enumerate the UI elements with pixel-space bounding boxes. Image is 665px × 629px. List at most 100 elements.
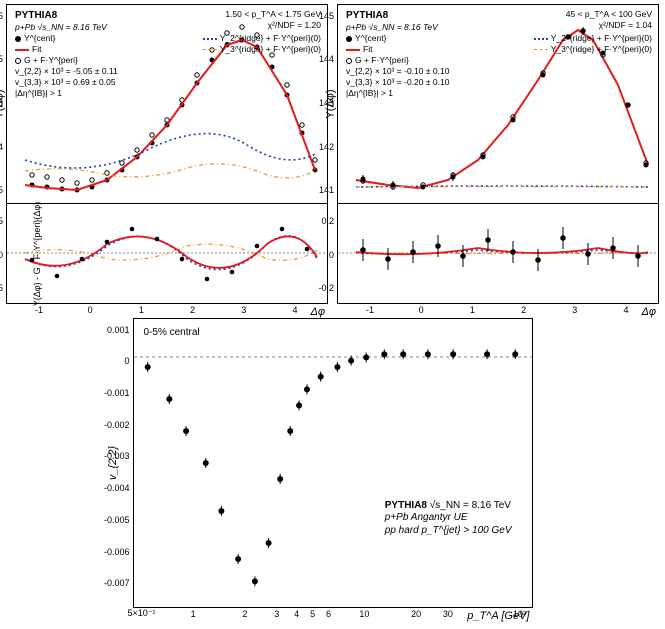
ytick: 144 — [308, 54, 334, 64]
xtick: 1 — [139, 305, 144, 315]
xtick: 5 — [310, 609, 315, 619]
chi2: χ²/NDF = 1.20 — [203, 20, 321, 31]
bottom-panel: v_{2,2} 0.001 0 -0.001 -0.002 -0.003 -0.… — [133, 318, 533, 608]
top-left-right-legend: 1.50 < p_T^A < 1.75 GeV χ²/NDF = 1.20 Y_… — [203, 9, 321, 55]
circle-icon — [346, 58, 352, 64]
v33-label: v_{3,3} × 10³ = -0.20 ± 0.10 — [346, 77, 449, 88]
top-right-legend: PYTHIA8 p+Pb √s_NN = 8.16 TeV Y^{cent} F… — [346, 9, 449, 99]
v22-label: v_{2,2} × 10³ = -0.10 ± 0.10 — [346, 66, 449, 77]
ytick: 104 — [0, 142, 3, 152]
ytick: -0.002 — [104, 420, 130, 430]
ytick: 0 — [0, 250, 3, 260]
dot-icon — [15, 36, 21, 42]
chi2: χ²/NDF = 1.04 — [534, 20, 652, 31]
orange-line-icon — [203, 49, 217, 50]
red-line-icon — [15, 49, 29, 51]
leg-y2: Y_2^{ridge} + F·Y^{peri}(0) — [220, 33, 321, 43]
leg-gfy: G + F·Y^{peri} — [24, 55, 78, 65]
xtick: 0 — [88, 305, 93, 315]
xtick: -1 — [366, 305, 374, 315]
ytick: -0.001 — [104, 388, 130, 398]
top-left-legend: PYTHIA8 p+Pb √s_NN = 8.16 TeV Y^{cent} F… — [15, 9, 118, 99]
ytick: 141 — [308, 185, 334, 195]
xtick: 6 — [326, 609, 331, 619]
xaxis-label: Δφ — [310, 306, 325, 318]
pythia-title: PYTHIA8 — [15, 9, 118, 22]
bottom-legend: PYTHIA8 √s_NN = 8.16 TeV p+Pb Angantyr U… — [385, 500, 512, 538]
top-right-sub-panel: 0.2 0 -0.2 — [337, 204, 659, 304]
pythia-title: PYTHIA8 — [385, 500, 427, 511]
ytick: -0.2 — [308, 283, 334, 293]
xtick: 1 — [191, 609, 196, 619]
ytick: 105 — [0, 54, 3, 64]
leg-ycent: Y^{cent} — [355, 33, 386, 43]
leg-y3: Y_3^{ridge} + F·Y^{peri}(0) — [551, 44, 652, 54]
xtick: 2 — [190, 305, 195, 315]
xtick: 20 — [411, 609, 421, 619]
ytick: -0.005 — [104, 515, 130, 525]
top-left-sub-panel: Y(Δφ) - G - F·Y^{peri}(Δφ) 0.5 0 -0.5 -1… — [6, 204, 328, 304]
bottom-svg — [134, 319, 532, 607]
xtick: 4 — [294, 609, 299, 619]
xtick: 4 — [292, 305, 297, 315]
ytick: -0.007 — [104, 578, 130, 588]
cent-label: 0-5% central — [144, 327, 200, 340]
ytick: -0.006 — [104, 547, 130, 557]
ytick: 145 — [308, 11, 334, 21]
ytick: -0.003 — [104, 451, 130, 461]
dot-icon — [346, 36, 352, 42]
ytick: 0 — [104, 356, 130, 366]
xaxis-label: p_T^A [GeV] — [467, 610, 529, 622]
ytick: 143 — [308, 98, 334, 108]
xtick: 3 — [274, 609, 279, 619]
orange-line-icon — [534, 49, 548, 50]
leg-fit: Fit — [363, 44, 372, 54]
xtick: 30 — [443, 609, 453, 619]
pythia-title: PYTHIA8 — [346, 9, 449, 22]
top-left-sub-svg — [7, 204, 327, 302]
red-line-icon — [346, 49, 360, 51]
leg-ycent: Y^{cent} — [24, 33, 55, 43]
ytick: 142 — [308, 142, 334, 152]
ytick: 0 — [308, 250, 334, 260]
ytick: 105.5 — [0, 11, 3, 21]
leg-fit: Fit — [32, 44, 41, 54]
leg-y2: Y_2^{ridge} + F·Y^{peri}(0) — [551, 33, 652, 43]
pphard: pp hard p_T^{jet} > 100 GeV — [385, 525, 512, 538]
ytick: 104.5 — [0, 98, 3, 108]
blue-line-icon — [534, 38, 548, 40]
ytick: 0.5 — [0, 216, 3, 226]
beam-label: p+Pb √s_NN = 8.16 TeV — [346, 22, 449, 33]
ptrange: 45 < p_T^A < 100 GeV — [534, 9, 652, 20]
xtick: 1 — [470, 305, 475, 315]
blue-line-icon — [203, 38, 217, 40]
xtick: 10 — [359, 609, 369, 619]
xtick: 4 — [623, 305, 628, 315]
xtick: -1 — [35, 305, 43, 315]
xtick: 0 — [419, 305, 424, 315]
xtick: 2 — [242, 609, 247, 619]
v33-label: v_{3,3} × 10³ = 0.69 ± 0.05 — [15, 77, 118, 88]
xtick: 3 — [241, 305, 246, 315]
leg-gfy: G + F·Y^{peri} — [355, 55, 409, 65]
ytick: 103.5 — [0, 185, 3, 195]
circle-icon — [15, 58, 21, 64]
beam-label: p+Pb √s_NN = 8.16 TeV — [15, 22, 118, 33]
ytick: -0.004 — [104, 483, 130, 493]
xtick: 5×10⁻¹ — [127, 608, 155, 619]
beam: √s_NN = 8.16 TeV — [430, 500, 511, 511]
eta-label: |Δη^{IB}| > 1 — [15, 88, 118, 99]
top-right-right-legend: 45 < p_T^A < 100 GeV χ²/NDF = 1.04 Y_2^{… — [534, 9, 652, 55]
ptrange: 1.50 < p_T^A < 1.75 GeV — [203, 9, 321, 20]
ytick: 0.2 — [308, 216, 334, 226]
xtick: 3 — [572, 305, 577, 315]
xtick: 2 — [521, 305, 526, 315]
top-right-sub-svg — [338, 204, 658, 302]
leg-y3: Y_3^{ridge} + F·Y^{peri}(0) — [220, 44, 321, 54]
top-right-main-panel: Y(Δφ) 141 142 143 144 145 — [337, 4, 659, 204]
eta-label: |Δη^{IB}| > 1 — [346, 88, 449, 99]
ytick: -0.5 — [0, 283, 3, 293]
xaxis-label: Δφ — [641, 306, 656, 318]
angantyr: p+Pb Angantyr UE — [385, 512, 512, 525]
v22-label: v_{2,2} × 10³ = -5.05 ± 0.11 — [15, 66, 118, 77]
